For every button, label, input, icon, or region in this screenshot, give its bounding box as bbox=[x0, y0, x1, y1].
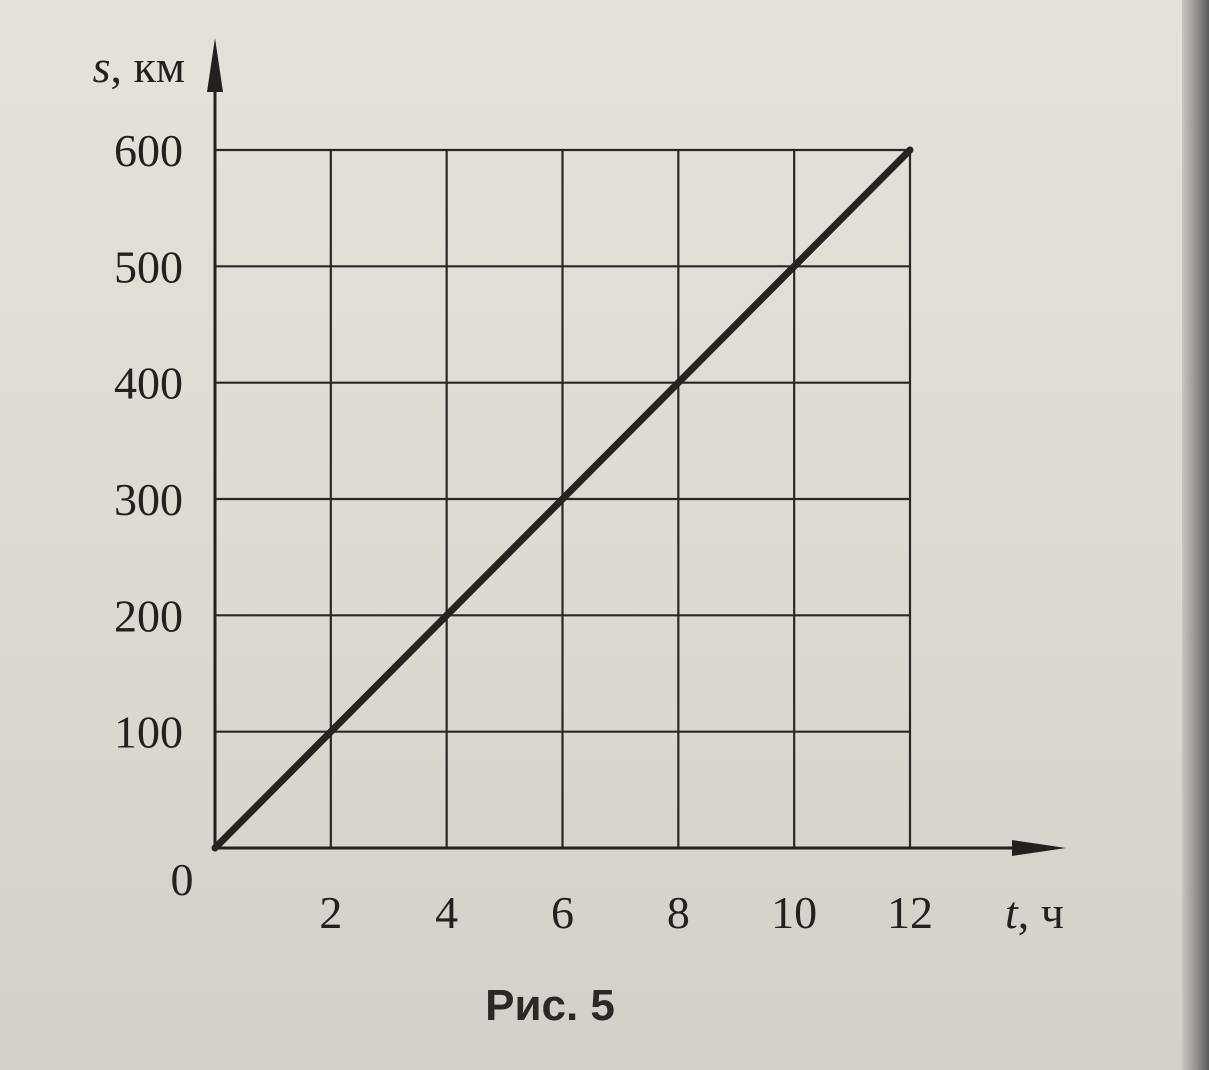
y-axis-label: s, км bbox=[93, 41, 185, 92]
x-tick-label: 12 bbox=[887, 887, 933, 938]
x-tick-label: 6 bbox=[551, 887, 574, 938]
x-tick-label: 2 bbox=[319, 887, 342, 938]
axes bbox=[207, 38, 1066, 856]
figure-caption: Рис. 5 bbox=[485, 981, 615, 1030]
x-axis-variable: t bbox=[1005, 887, 1019, 938]
y-tick-label: 500 bbox=[114, 241, 183, 292]
y-axis-unit: , км bbox=[111, 41, 185, 92]
y-tick-label: 600 bbox=[114, 125, 183, 176]
horizontal-gridlines bbox=[215, 148, 910, 733]
y-tick-labels: 100 200 300 400 500 600 bbox=[114, 125, 183, 758]
data-series-line bbox=[211, 146, 914, 852]
x-tick-label: 8 bbox=[667, 887, 690, 938]
y-axis-variable: s bbox=[93, 41, 111, 92]
x-axis-label: t, ч bbox=[1005, 887, 1064, 938]
x-axis-unit: , ч bbox=[1018, 887, 1064, 938]
y-axis-arrow-icon bbox=[207, 38, 223, 92]
x-tick-label: 4 bbox=[435, 887, 458, 938]
x-tick-label: 10 bbox=[771, 887, 817, 938]
origin-label: 0 bbox=[171, 854, 194, 905]
y-tick-label: 200 bbox=[114, 590, 183, 641]
series-layer bbox=[211, 146, 914, 852]
x-axis-arrow-icon bbox=[1012, 840, 1066, 856]
page-edge bbox=[1182, 0, 1209, 1070]
y-tick-label: 100 bbox=[114, 707, 183, 758]
y-tick-label: 300 bbox=[114, 474, 183, 525]
y-tick-label: 400 bbox=[114, 358, 183, 409]
x-tick-labels: 2 4 6 8 10 12 bbox=[319, 887, 933, 938]
